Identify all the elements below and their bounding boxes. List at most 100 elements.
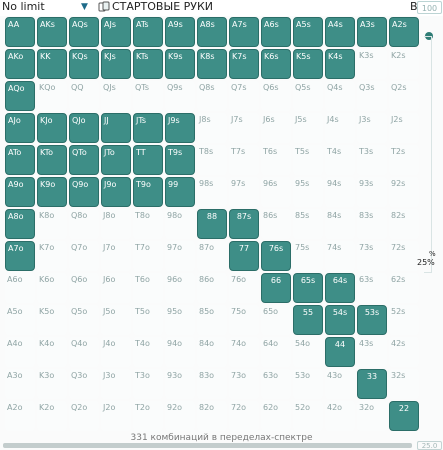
hand-cell-ako[interactable]: AKo <box>5 49 35 79</box>
hand-cell-k2s[interactable]: K2s <box>389 49 419 79</box>
hand-cell-kqs[interactable]: KQs <box>69 49 99 79</box>
hand-cell-63o[interactable]: 63o <box>261 369 291 399</box>
hand-cell-q7s[interactable]: Q7s <box>229 81 259 111</box>
hand-cell-65o[interactable]: 65o <box>261 305 291 335</box>
hand-cell-qts[interactable]: QTs <box>133 81 163 111</box>
hand-cell-kts[interactable]: KTs <box>133 49 163 79</box>
hand-cell-96s[interactable]: 96s <box>261 177 291 207</box>
hand-cell-t4s[interactable]: T4s <box>325 145 355 175</box>
hand-cell-k5s[interactable]: K5s <box>293 49 323 79</box>
hand-cell-j6o[interactable]: J6o <box>101 273 131 303</box>
hand-cell-kjo[interactable]: KJo <box>37 113 67 143</box>
hand-cell-j5o[interactable]: J5o <box>101 305 131 335</box>
hand-cell-j9s[interactable]: J9s <box>165 113 195 143</box>
chevron-down-icon[interactable]: ▼ <box>81 2 88 12</box>
hand-cell-kjs[interactable]: KJs <box>101 49 131 79</box>
hand-cell-q6o[interactable]: Q6o <box>69 273 99 303</box>
hand-cell-j9o[interactable]: J9o <box>101 177 131 207</box>
hand-cell-83s[interactable]: 83s <box>357 209 387 239</box>
hand-cell-q2o[interactable]: Q2o <box>69 401 99 431</box>
hand-cell-86o[interactable]: 86o <box>197 273 227 303</box>
hand-cell-k8s[interactable]: K8s <box>197 49 227 79</box>
hand-cell-j3o[interactable]: J3o <box>101 369 131 399</box>
hand-cell-a8s[interactable]: A8s <box>197 17 227 47</box>
hand-cell-t8o[interactable]: T8o <box>133 209 163 239</box>
hand-cell-q3s[interactable]: Q3s <box>357 81 387 111</box>
hand-cell-42o[interactable]: 42o <box>325 401 355 431</box>
hand-cell-a2o[interactable]: A2o <box>5 401 35 431</box>
limit-select[interactable]: No limit <box>2 0 45 13</box>
hand-cell-jj[interactable]: JJ <box>101 113 131 143</box>
hand-cell-j4s[interactable]: J4s <box>325 113 355 143</box>
hand-cell-96o[interactable]: 96o <box>165 273 195 303</box>
hand-cell-84s[interactable]: 84s <box>325 209 355 239</box>
hand-cell-73s[interactable]: 73s <box>357 241 387 271</box>
hand-cell-32s[interactable]: 32s <box>389 369 419 399</box>
hand-cell-q9o[interactable]: Q9o <box>69 177 99 207</box>
hand-cell-t2s[interactable]: T2s <box>389 145 419 175</box>
hand-cell-76s[interactable]: 76s <box>261 241 291 271</box>
hand-cell-43s[interactable]: 43s <box>357 337 387 367</box>
hand-cell-65s[interactable]: 65s <box>293 273 323 303</box>
hand-cell-ats[interactable]: ATs <box>133 17 163 47</box>
hand-cell-t6s[interactable]: T6s <box>261 145 291 175</box>
hand-cell-94o[interactable]: 94o <box>165 337 195 367</box>
hand-cell-qq[interactable]: QQ <box>69 81 99 111</box>
hand-cell-q8s[interactable]: Q8s <box>197 81 227 111</box>
hand-cell-a3s[interactable]: A3s <box>357 17 387 47</box>
hand-cell-k7s[interactable]: K7s <box>229 49 259 79</box>
hand-cell-k8o[interactable]: K8o <box>37 209 67 239</box>
hand-cell-ajs[interactable]: AJs <box>101 17 131 47</box>
hand-cell-33[interactable]: 33 <box>357 369 387 399</box>
weight-slider-track[interactable] <box>424 36 432 273</box>
hand-cell-q2s[interactable]: Q2s <box>389 81 419 111</box>
hand-cell-95o[interactable]: 95o <box>165 305 195 335</box>
hand-cell-j3s[interactable]: J3s <box>357 113 387 143</box>
hand-cell-95s[interactable]: 95s <box>293 177 323 207</box>
hand-cell-t8s[interactable]: T8s <box>197 145 227 175</box>
hand-cell-42s[interactable]: 42s <box>389 337 419 367</box>
hand-cell-a7s[interactable]: A7s <box>229 17 259 47</box>
hand-cell-jts[interactable]: JTs <box>133 113 163 143</box>
hand-cell-74s[interactable]: 74s <box>325 241 355 271</box>
hand-cell-t4o[interactable]: T4o <box>133 337 163 367</box>
hand-cell-k5o[interactable]: K5o <box>37 305 67 335</box>
hand-cell-98o[interactable]: 98o <box>165 209 195 239</box>
hand-cell-85s[interactable]: 85s <box>293 209 323 239</box>
hand-cell-43o[interactable]: 43o <box>325 369 355 399</box>
hand-cell-q5s[interactable]: Q5s <box>293 81 323 111</box>
hand-cell-t9s[interactable]: T9s <box>165 145 195 175</box>
hand-cell-q6s[interactable]: Q6s <box>261 81 291 111</box>
hand-cell-87o[interactable]: 87o <box>197 241 227 271</box>
hand-cell-j8o[interactable]: J8o <box>101 209 131 239</box>
hand-cell-t9o[interactable]: T9o <box>133 177 163 207</box>
hand-cell-a3o[interactable]: A3o <box>5 369 35 399</box>
hand-cell-a9s[interactable]: A9s <box>165 17 195 47</box>
hand-cell-aks[interactable]: AKs <box>37 17 67 47</box>
zoom-button[interactable]: 100 <box>417 1 442 14</box>
hand-cell-75s[interactable]: 75s <box>293 241 323 271</box>
hand-cell-66[interactable]: 66 <box>261 273 291 303</box>
hand-cell-k4o[interactable]: K4o <box>37 337 67 367</box>
hand-cell-aqs[interactable]: AQs <box>69 17 99 47</box>
hand-cell-a2s[interactable]: A2s <box>389 17 419 47</box>
hand-cell-52s[interactable]: 52s <box>389 305 419 335</box>
hand-cell-ajo[interactable]: AJo <box>5 113 35 143</box>
hand-cell-22[interactable]: 22 <box>389 401 419 431</box>
hand-cell-73o[interactable]: 73o <box>229 369 259 399</box>
hand-cell-k3o[interactable]: K3o <box>37 369 67 399</box>
hand-cell-qto[interactable]: QTo <box>69 145 99 175</box>
hand-cell-tt[interactable]: TT <box>133 145 163 175</box>
status-scrollbar[interactable] <box>3 443 412 448</box>
hand-cell-ato[interactable]: ATo <box>5 145 35 175</box>
hand-cell-aa[interactable]: AA <box>5 17 35 47</box>
hand-cell-k3s[interactable]: K3s <box>357 49 387 79</box>
hand-cell-t2o[interactable]: T2o <box>133 401 163 431</box>
hand-cell-j7o[interactable]: J7o <box>101 241 131 271</box>
hand-cell-72s[interactable]: 72s <box>389 241 419 271</box>
hand-cell-53o[interactable]: 53o <box>293 369 323 399</box>
hand-cell-64s[interactable]: 64s <box>325 273 355 303</box>
hand-cell-76o[interactable]: 76o <box>229 273 259 303</box>
hand-cell-k9o[interactable]: K9o <box>37 177 67 207</box>
hand-cell-k7o[interactable]: K7o <box>37 241 67 271</box>
